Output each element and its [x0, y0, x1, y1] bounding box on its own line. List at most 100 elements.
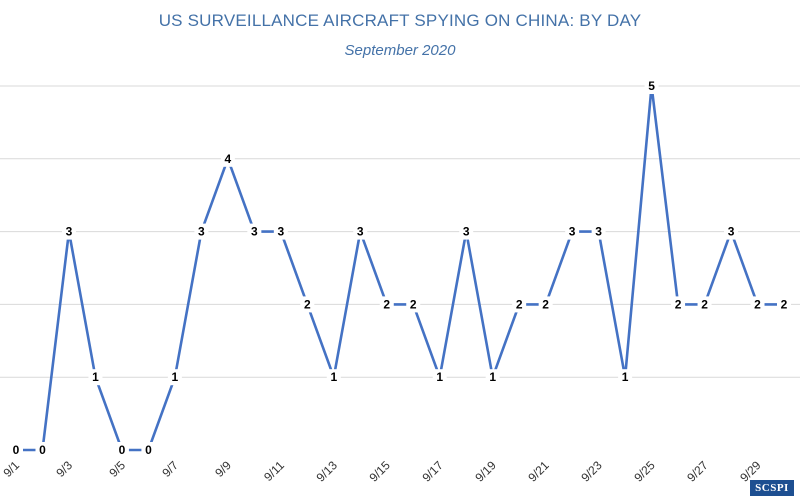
data-label-background — [114, 442, 129, 458]
x-tick-label: 9/21 — [525, 458, 552, 485]
data-label: 3 — [66, 225, 73, 239]
data-label: 3 — [595, 225, 602, 239]
data-label: 3 — [569, 225, 576, 239]
data-point-label: 3 — [591, 223, 606, 240]
x-tick-label: 9/25 — [631, 458, 658, 485]
data-point-label: 2 — [777, 296, 791, 313]
data-point-label: 1 — [167, 369, 182, 386]
data-point-label: 2 — [406, 296, 421, 313]
x-tick-label: 9/19 — [472, 458, 499, 485]
data-point-label: 2 — [697, 296, 712, 313]
data-point-label: 2 — [300, 296, 315, 313]
data-label: 2 — [781, 297, 788, 311]
x-axis-tick-labels: 9/1 9/3 9/5 9/7 9/9 9/11 9/13 9/15 9/17 9/19 9/21 9… — [0, 458, 763, 485]
x-tick-label: 9/3 — [53, 458, 75, 480]
data-label-background — [88, 369, 103, 386]
data-point-label: 2 — [750, 296, 765, 313]
gridlines — [0, 85, 800, 378]
x-tick-label: 9/13 — [313, 458, 340, 485]
data-point-label: 1 — [326, 369, 341, 386]
data-label-background — [750, 296, 765, 313]
data-label-background — [247, 223, 262, 240]
data-point-label: 2 — [538, 296, 553, 313]
data-label: 3 — [463, 225, 470, 239]
x-tick-label: 9/5 — [106, 458, 128, 480]
data-point-label: 4 — [220, 150, 235, 167]
data-label-background — [671, 296, 686, 313]
chart-title: US SURVEILLANCE AIRCRAFT SPYING ON CHINA… — [158, 11, 642, 30]
data-point-label: 0 — [141, 442, 156, 458]
data-point-label: 3 — [61, 223, 76, 240]
data-label: 1 — [92, 370, 99, 384]
data-point-label: 3 — [247, 223, 262, 240]
data-label: 5 — [648, 79, 655, 93]
data-label-background — [644, 78, 659, 94]
data-label: 2 — [410, 297, 417, 311]
data-label: 2 — [701, 297, 708, 311]
data-label-background — [724, 223, 739, 240]
data-label-background — [565, 223, 580, 240]
x-tick-label: 9/17 — [419, 458, 446, 485]
data-label: 1 — [622, 370, 629, 384]
data-point-label: 3 — [194, 223, 209, 240]
data-label: 1 — [436, 370, 443, 384]
data-label-background — [459, 223, 474, 240]
data-label: 2 — [542, 297, 549, 311]
data-label: 4 — [225, 152, 232, 166]
data-point-label: 3 — [353, 223, 368, 240]
x-tick-label: 9/11 — [261, 458, 287, 484]
data-point-label: 0 — [35, 442, 50, 458]
data-label-background — [35, 442, 50, 458]
data-label-background — [141, 442, 156, 458]
x-tick-label: 9/15 — [366, 458, 393, 485]
data-label: 3 — [728, 225, 735, 239]
x-tick-label: 9/1 — [0, 458, 22, 480]
data-point-label: 1 — [88, 369, 103, 386]
data-label: 1 — [172, 370, 179, 384]
scspi-logo: SCSPI — [750, 480, 794, 496]
series-line-group — [16, 85, 784, 452]
data-label-background — [194, 223, 209, 240]
data-label: 1 — [489, 370, 496, 384]
data-label: 3 — [277, 225, 284, 239]
data-point-label: 3 — [724, 223, 739, 240]
data-label: 2 — [754, 297, 761, 311]
data-label-background — [432, 369, 447, 386]
data-point-label: 2 — [512, 296, 527, 313]
series-line — [16, 85, 784, 452]
data-point-label: 1 — [432, 369, 447, 386]
x-tick-label: 9/9 — [212, 458, 234, 480]
x-tick-label: 9/27 — [684, 458, 711, 485]
data-label: 3 — [357, 225, 364, 239]
data-labels: 0 0 3 1 0 0 1 3 4 3 3 2 1 3 2 2 1 3 1 2 2 3 3 1 5 2 2 3 2 2 — [9, 78, 791, 458]
data-point-label: 3 — [273, 223, 288, 240]
data-label-background — [485, 369, 500, 386]
data-label-background — [618, 369, 633, 386]
x-tick-label: 9/7 — [159, 458, 181, 480]
data-label-background — [379, 296, 394, 313]
data-point-label: 3 — [459, 223, 474, 240]
data-label: 0 — [13, 443, 20, 457]
chart-subtitle: September 2020 — [344, 42, 456, 59]
data-label-background — [538, 296, 553, 313]
data-label: 3 — [251, 225, 258, 239]
x-tick-label: 9/23 — [578, 458, 605, 485]
data-label-background — [406, 296, 421, 313]
data-label-background — [220, 150, 235, 167]
data-label: 2 — [516, 297, 523, 311]
data-label-background — [591, 223, 606, 240]
data-label: 2 — [304, 297, 311, 311]
data-label-background — [300, 296, 315, 313]
data-point-label: 0 — [114, 442, 129, 458]
data-label-background — [273, 223, 288, 240]
data-point-label: 1 — [618, 369, 633, 386]
data-point-label: 0 — [9, 442, 23, 458]
data-label: 1 — [330, 370, 337, 384]
data-label-background — [512, 296, 527, 313]
data-label: 0 — [39, 443, 46, 457]
data-label: 2 — [383, 297, 390, 311]
data-label-background — [777, 296, 791, 313]
data-label: 0 — [119, 443, 126, 457]
data-label-background — [353, 223, 368, 240]
